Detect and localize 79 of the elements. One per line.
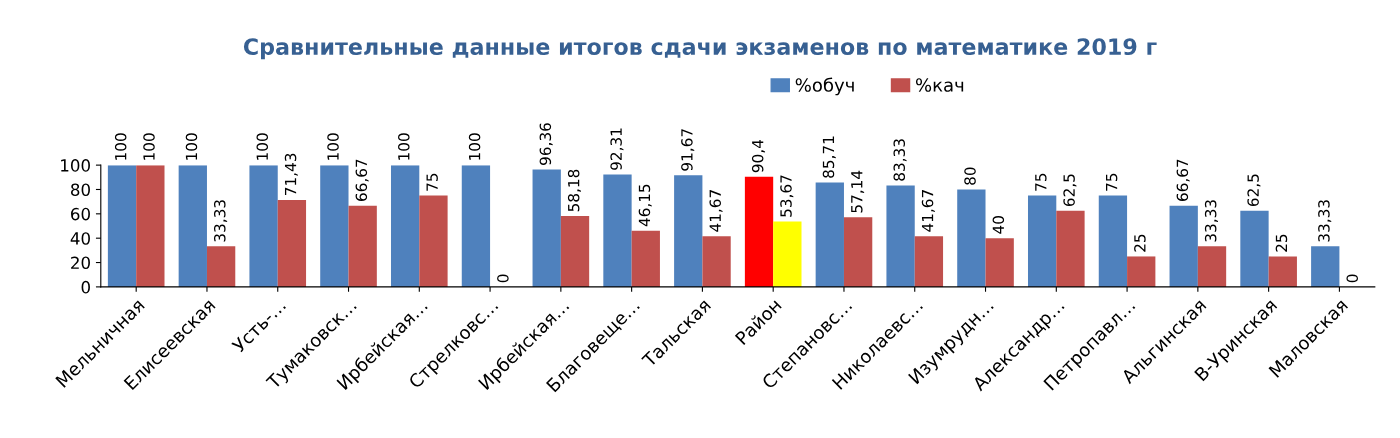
legend-label: %обуч — [795, 77, 854, 96]
y-tick-label: 60 — [71, 207, 90, 221]
bar — [277, 199, 307, 287]
chart-title: Сравнительные данные итогов сдачи экзаменов по математике 2019 г — [243, 38, 1157, 60]
bar — [1311, 246, 1340, 287]
data-label: 92,31 — [610, 128, 624, 170]
bar — [603, 174, 632, 287]
bar — [674, 175, 703, 287]
data-label: 100 — [185, 133, 198, 160]
y-tick-label: 100 — [61, 159, 90, 172]
data-label: 75 — [1035, 173, 1047, 191]
data-label: 25 — [1134, 234, 1146, 252]
bar — [1056, 210, 1085, 287]
data-label: 100 — [114, 133, 127, 160]
data-label: 100 — [468, 133, 481, 160]
y-tick-label: 40 — [70, 232, 90, 245]
bar — [136, 165, 165, 287]
bar — [532, 169, 561, 287]
y-tick-label: 20 — [71, 256, 90, 270]
data-label: 66,67 — [355, 159, 369, 201]
data-label: 91,67 — [681, 129, 695, 171]
data-label: 100 — [143, 133, 155, 160]
bar — [320, 165, 349, 287]
bar — [249, 165, 278, 287]
data-label: 75 — [1106, 173, 1118, 191]
data-label: 75 — [426, 173, 438, 191]
data-label: 62,5 — [1063, 174, 1077, 207]
data-label: 57,14 — [851, 170, 865, 213]
data-label: 96,36 — [539, 123, 553, 165]
bar — [815, 182, 844, 287]
bar — [631, 230, 660, 287]
data-label: 46,15 — [638, 184, 652, 227]
data-label: 100 — [398, 133, 410, 160]
bar — [914, 236, 944, 287]
data-label: 40 — [992, 216, 1005, 234]
data-label: 33,33 — [214, 200, 228, 242]
bar — [390, 165, 420, 287]
bar — [1240, 210, 1269, 287]
bar — [348, 205, 377, 287]
bar — [178, 165, 207, 287]
bar — [843, 217, 873, 287]
bar — [206, 246, 236, 287]
data-label: 100 — [327, 133, 339, 160]
bar — [1268, 256, 1297, 287]
data-label: 33,33 — [1318, 200, 1332, 242]
bar — [702, 236, 731, 287]
bar — [107, 165, 137, 287]
bar — [1027, 195, 1057, 287]
data-label: 62,5 — [1247, 174, 1261, 207]
bar — [1169, 205, 1198, 287]
data-label: 58,18 — [567, 169, 581, 212]
data-label: 25 — [1275, 234, 1288, 252]
bar — [985, 238, 1014, 287]
bar — [773, 221, 802, 287]
bar — [419, 195, 448, 287]
data-label: 71,43 — [284, 153, 298, 196]
data-label: 41,67 — [709, 190, 723, 232]
y-tick-label: 80 — [71, 183, 90, 197]
data-label: 90,4 — [751, 140, 766, 173]
bar — [744, 176, 774, 287]
legend-label: %кач — [915, 78, 964, 92]
bar — [886, 185, 915, 287]
data-label: 0 — [497, 274, 509, 283]
data-label: 83,33 — [893, 139, 907, 181]
y-tick-label: 0 — [81, 280, 90, 294]
bar — [1197, 246, 1227, 287]
bar — [1098, 195, 1128, 287]
bar — [560, 216, 590, 287]
bar — [1127, 256, 1156, 287]
bar — [461, 165, 491, 287]
data-label: 41,67 — [921, 190, 935, 232]
data-label: 80 — [964, 167, 976, 185]
data-label: 0 — [1346, 274, 1358, 283]
data-label: 100 — [256, 133, 269, 160]
data-label: 53,67 — [780, 175, 794, 217]
data-label: 66,67 — [1176, 159, 1190, 201]
data-label: 33,33 — [1204, 200, 1218, 242]
bar — [957, 189, 986, 287]
data-label: 85,71 — [822, 136, 836, 178]
